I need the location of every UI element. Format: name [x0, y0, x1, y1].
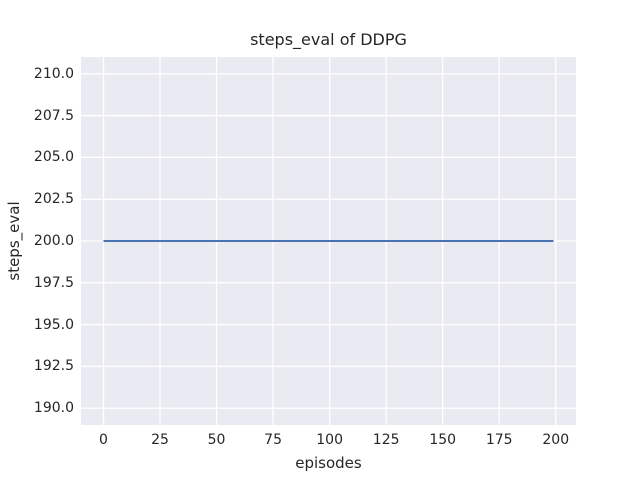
x-tick-label: 175	[485, 432, 513, 448]
y-tick-label: 195.0	[33, 316, 74, 333]
x-tick-label: 25	[151, 432, 169, 448]
x-tick-label: 75	[264, 432, 283, 448]
y-tick-label: 197.5	[33, 274, 74, 291]
y-tick-label: 207.5	[33, 107, 74, 124]
x-tick-label: 0	[99, 432, 108, 448]
x-tick-label: 125	[372, 432, 400, 448]
y-tick-label: 190.0	[33, 400, 74, 417]
x-tick-label: 100	[316, 432, 343, 448]
chart-title: steps_eval of DDPG	[250, 30, 407, 49]
plot-canvas	[81, 57, 576, 425]
x-axis-label: episodes	[295, 454, 362, 472]
y-tick-label: 202.5	[33, 191, 74, 208]
y-tick-label: 205.0	[33, 149, 74, 166]
y-tick-label: 192.5	[33, 358, 74, 375]
x-tick-label: 50	[207, 432, 226, 448]
y-axis-label: steps_eval	[5, 201, 23, 281]
plot-area	[81, 57, 576, 425]
y-tick-label: 200.0	[33, 233, 74, 249]
y-tick-label: 210.0	[33, 65, 74, 82]
x-tick-label: 150	[429, 432, 457, 448]
x-tick-label: 200	[542, 432, 570, 448]
